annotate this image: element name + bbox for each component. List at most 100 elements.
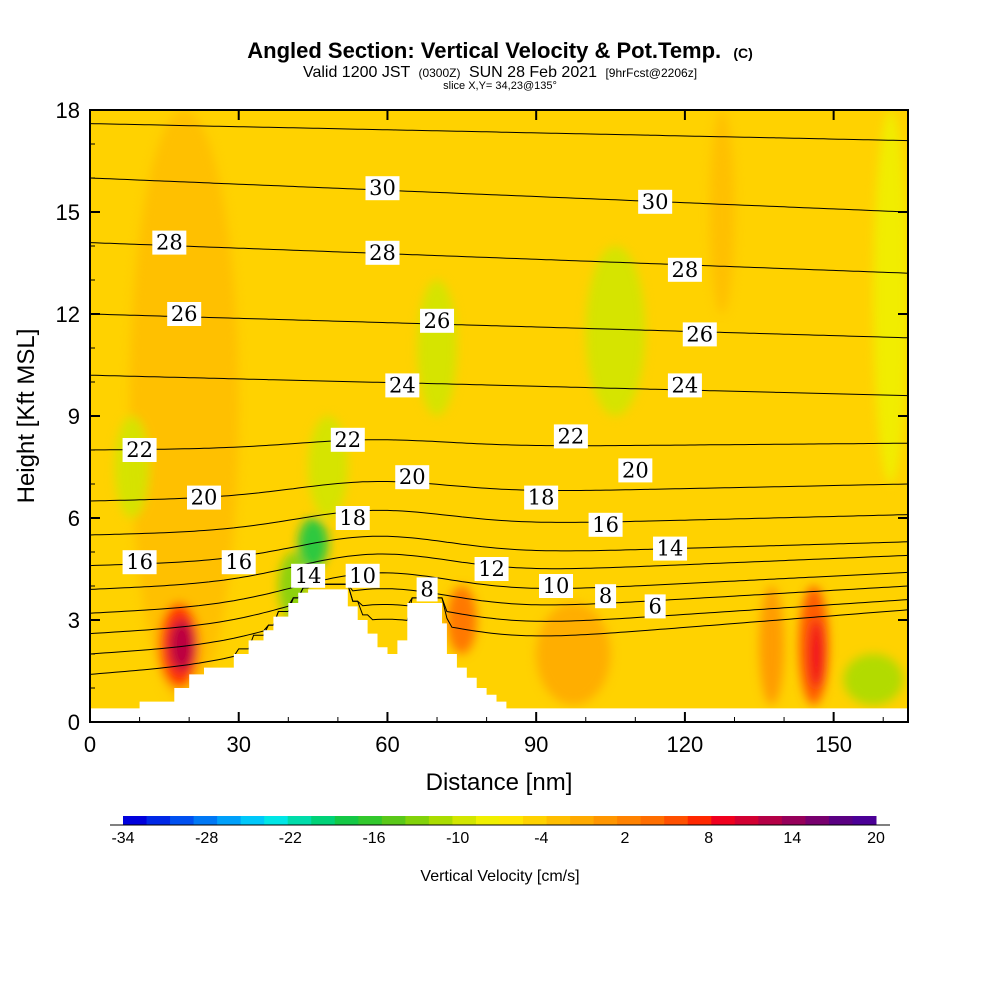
contour-label: 18 <box>524 485 559 510</box>
svg-text:16: 16 <box>225 550 252 574</box>
colorbar-swatch <box>593 816 618 825</box>
subtitle-valid: Valid 1200 JST <box>303 64 411 81</box>
colorbar-swatch <box>381 816 406 825</box>
colorbar-swatch <box>334 816 359 825</box>
x-tick-label: 30 <box>226 732 250 757</box>
svg-text:8: 8 <box>420 577 433 601</box>
chart-title: Angled Section: Vertical Velocity & Pot.… <box>247 38 753 63</box>
colorbar-swatch <box>687 816 712 825</box>
contour-label: 12 <box>474 557 509 581</box>
contour-label: 24 <box>667 373 702 398</box>
colorbar-swatch <box>287 816 312 825</box>
contour-label: 22 <box>122 438 157 462</box>
colorbar-tick-label: -28 <box>195 830 218 847</box>
x-axis-label: Distance [nm] <box>426 769 573 796</box>
svg-text:10: 10 <box>543 574 570 598</box>
contour-label: 20 <box>395 465 430 490</box>
contour-label: 28 <box>365 241 400 265</box>
x-tick-label: 120 <box>667 732 704 757</box>
velocity-cell <box>417 280 457 416</box>
y-tick-label: 15 <box>56 200 80 225</box>
colorbar-swatch <box>428 816 453 825</box>
contour-label: 26 <box>420 308 455 333</box>
chart-title-unit: (C) <box>733 45 752 61</box>
velocity-cell <box>759 586 785 705</box>
svg-text:16: 16 <box>126 550 153 574</box>
svg-text:16: 16 <box>592 513 619 537</box>
isentrope-line <box>90 583 908 655</box>
contour-label: 30 <box>365 176 400 201</box>
y-tick-label: 9 <box>68 404 80 429</box>
contour-label: 14 <box>653 536 688 561</box>
colorbar-label: Vertical Velocity [cm/s] <box>420 868 579 885</box>
contour-label: 26 <box>682 322 717 347</box>
x-axis: 0 30 60 90 120 150 <box>84 110 884 757</box>
svg-text:18: 18 <box>339 506 366 530</box>
contour-label: 16 <box>588 512 623 537</box>
contour-label: 20 <box>187 485 222 510</box>
colorbar-swatch <box>264 816 289 825</box>
svg-text:6: 6 <box>648 594 661 618</box>
colorbar-swatch <box>311 816 336 825</box>
svg-text:18: 18 <box>528 486 555 510</box>
colorbar-swatch <box>452 816 477 825</box>
svg-text:8: 8 <box>599 584 612 608</box>
colorbar-swatch <box>711 816 736 825</box>
isentrope-line <box>90 242 908 274</box>
contour-labels: 30 30 28 28 28 26 26 26 24 24 22 22 22 20 20 20 18 18 16 16… <box>122 176 717 619</box>
contour-label: 16 <box>221 550 256 575</box>
contour-label: 18 <box>335 506 370 530</box>
x-tick-label: 90 <box>524 732 548 757</box>
colorbar-swatch <box>405 816 430 825</box>
colorbar-tick-label: -34 <box>111 830 134 847</box>
velocity-cell <box>843 654 904 705</box>
colorbar-swatch <box>781 816 806 825</box>
slice-label: slice X,Y= 34,23@135° <box>443 80 557 92</box>
svg-text:20: 20 <box>399 465 426 489</box>
isentrope-line <box>90 177 908 213</box>
contour-label: 24 <box>385 373 420 398</box>
colorbar-swatch <box>546 816 571 825</box>
terrain <box>90 589 908 722</box>
x-tick-label: 0 <box>84 732 96 757</box>
isentrope-line <box>90 481 908 502</box>
colorbar-swatch <box>193 816 218 825</box>
chart-subtitle: Valid 1200 JST (0300Z) SUN 28 Feb 2021 [… <box>303 64 697 81</box>
velocity-cell <box>808 620 824 688</box>
svg-text:20: 20 <box>622 458 649 482</box>
colorbar-swatch <box>852 816 877 825</box>
plot-area: 30 30 28 28 28 26 26 26 24 24 22 22 22 20 20 20 18 18 16 16… <box>90 110 908 722</box>
contour-label: 28 <box>152 230 187 255</box>
contour-label: 30 <box>638 189 673 214</box>
svg-text:10: 10 <box>349 564 376 588</box>
contour-label: 16 <box>122 550 157 575</box>
y-axis: 0 3 6 9 12 15 18 <box>56 98 908 735</box>
contour-label: 28 <box>667 257 702 282</box>
velocity-cell <box>873 110 908 484</box>
isentrope-line <box>90 583 908 635</box>
colorbar-swatch <box>758 816 783 825</box>
colorbar-tick-label: -22 <box>279 830 302 847</box>
svg-text:28: 28 <box>672 258 699 282</box>
colorbar-tick-label: -16 <box>362 830 385 847</box>
colorbar-swatch <box>240 816 265 825</box>
svg-text:20: 20 <box>191 486 218 510</box>
colorbar-swatch <box>617 816 642 825</box>
isentrope-line <box>90 374 908 397</box>
colorbar <box>110 816 890 826</box>
svg-text:22: 22 <box>334 428 361 452</box>
y-axis-label: Height [Kft MSL] <box>13 329 40 504</box>
subtitle-forecast: [9hrFcst@2206z] <box>605 66 697 80</box>
contour-label: 22 <box>330 427 365 452</box>
y-tick-label: 3 <box>68 608 80 633</box>
colorbar-tick-label: -4 <box>534 830 548 847</box>
velocity-cell <box>129 110 239 705</box>
isentrope-line <box>90 571 908 614</box>
contour-label: 26 <box>167 302 202 326</box>
colorbar-swatch <box>217 816 242 825</box>
colorbar-swatch <box>640 816 665 825</box>
contour-label: 14 <box>291 563 326 588</box>
colorbar-swatch <box>475 816 500 825</box>
colorbar-tick-label: 8 <box>704 830 713 847</box>
velocity-cell <box>536 603 611 705</box>
